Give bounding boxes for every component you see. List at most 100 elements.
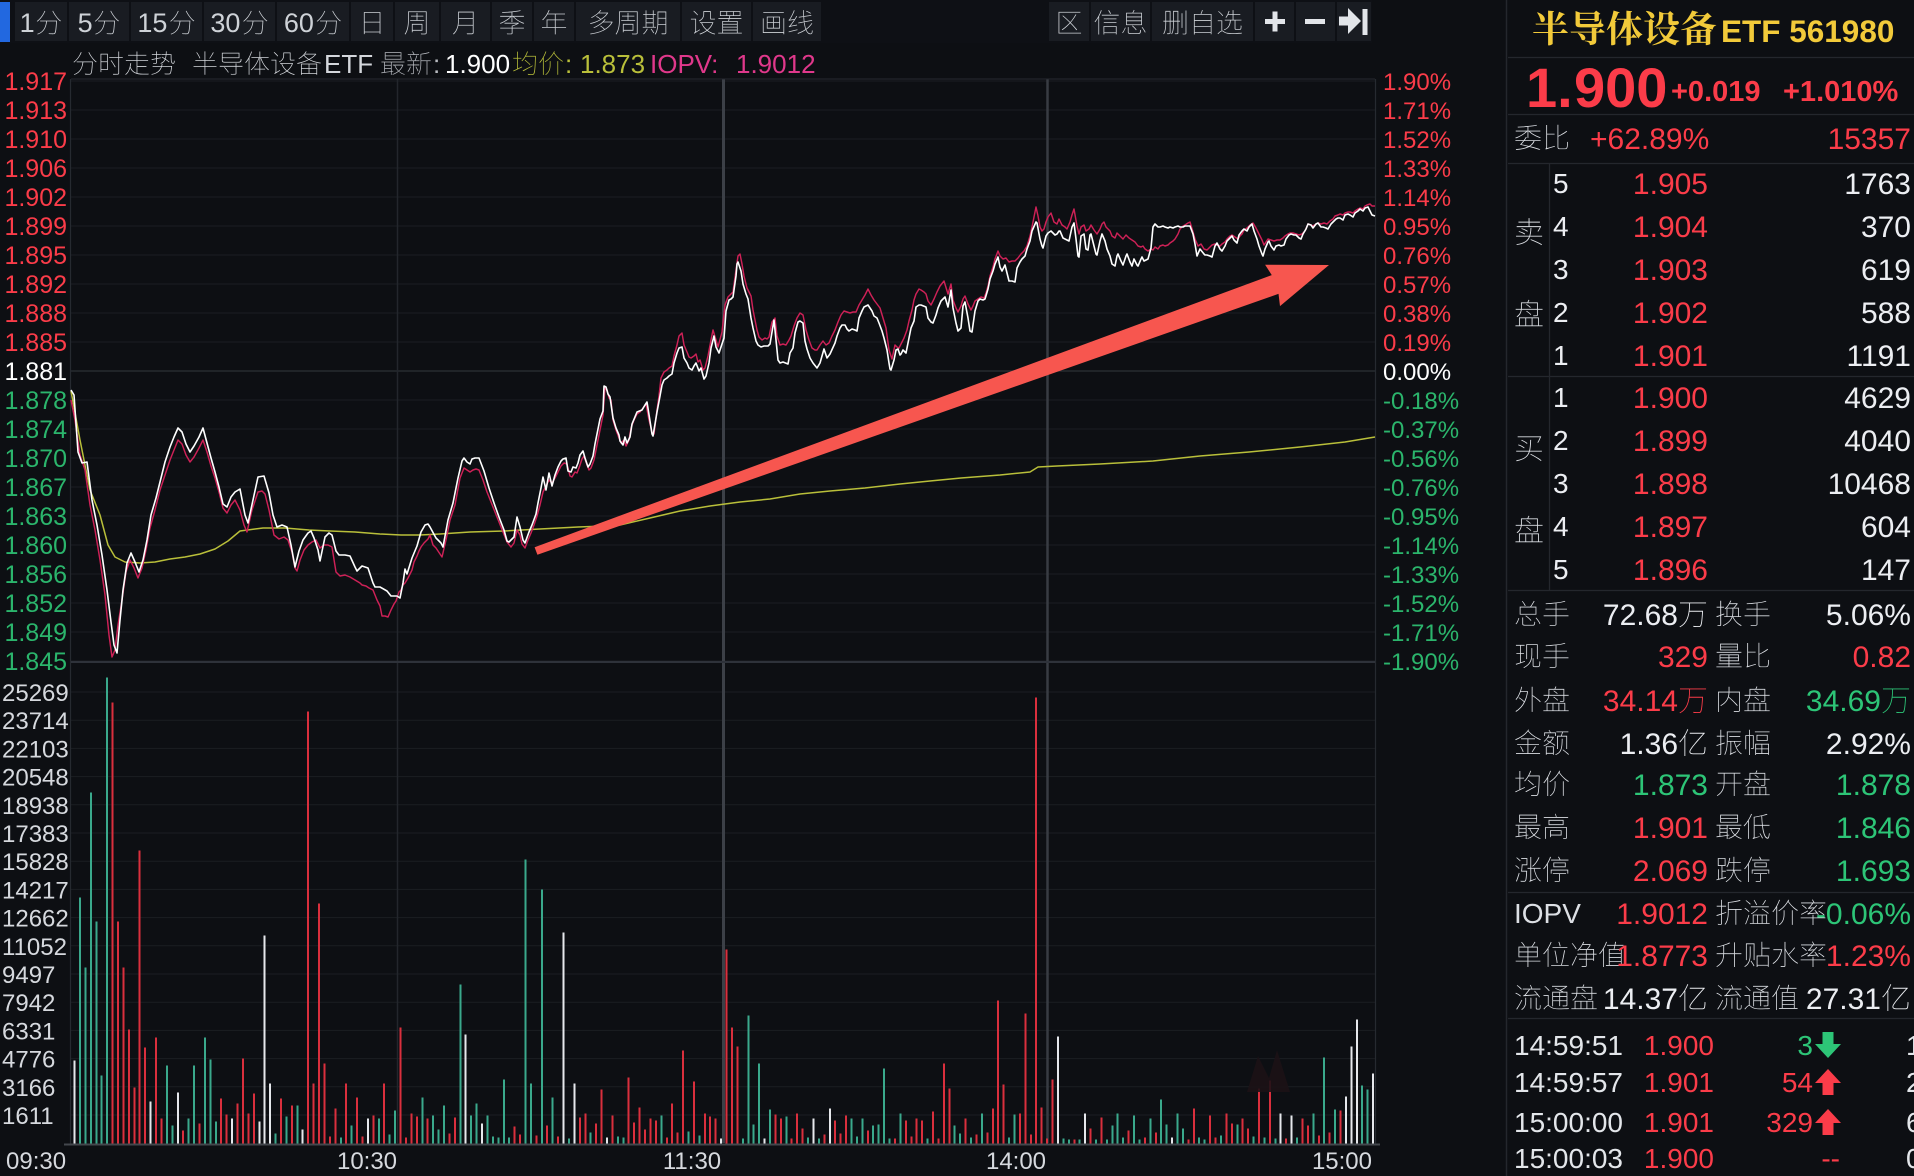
svg-text:1.849: 1.849 bbox=[4, 619, 67, 647]
svg-text:15:00:00: 15:00:00 bbox=[1514, 1107, 1623, 1138]
svg-text:22103: 22103 bbox=[2, 736, 69, 763]
svg-text:329: 329 bbox=[1766, 1107, 1813, 1138]
svg-text:14:59:51: 14:59:51 bbox=[1514, 1030, 1623, 1061]
svg-text:7942: 7942 bbox=[2, 990, 55, 1017]
svg-text:1.846: 1.846 bbox=[1836, 812, 1911, 845]
svg-text:-0.76%: -0.76% bbox=[1383, 475, 1459, 502]
svg-text:1.885: 1.885 bbox=[4, 329, 67, 357]
svg-text:-1.33%: -1.33% bbox=[1383, 562, 1459, 589]
svg-text:1.913: 1.913 bbox=[4, 97, 67, 125]
svg-text::: : bbox=[565, 49, 572, 79]
svg-text:15: 15 bbox=[137, 8, 167, 38]
svg-text:1.901: 1.901 bbox=[1644, 1067, 1714, 1098]
svg-text:-0.95%: -0.95% bbox=[1383, 504, 1459, 531]
svg-text:1.693: 1.693 bbox=[1836, 855, 1911, 888]
svg-text:1: 1 bbox=[1553, 382, 1569, 413]
svg-text:1.897: 1.897 bbox=[1633, 511, 1708, 544]
svg-text:1.901: 1.901 bbox=[1633, 812, 1708, 845]
svg-text::: : bbox=[433, 49, 440, 79]
svg-text:1.878: 1.878 bbox=[4, 387, 67, 415]
svg-text:14217: 14217 bbox=[2, 877, 69, 904]
svg-text:1.878: 1.878 bbox=[1836, 769, 1911, 802]
svg-text:1.906: 1.906 bbox=[4, 155, 67, 183]
svg-text:1.71%: 1.71% bbox=[1383, 98, 1451, 125]
svg-text:1.901: 1.901 bbox=[1633, 340, 1708, 373]
svg-text:3166: 3166 bbox=[2, 1075, 55, 1102]
svg-text:0.82: 0.82 bbox=[1853, 641, 1911, 674]
svg-text:ETF: ETF bbox=[324, 49, 373, 79]
svg-text:1: 1 bbox=[1553, 340, 1569, 371]
svg-text:-0.06%: -0.06% bbox=[1816, 898, 1911, 931]
svg-text:2: 2 bbox=[1553, 425, 1569, 456]
svg-text:1.898: 1.898 bbox=[1633, 468, 1708, 501]
svg-text:1.9012: 1.9012 bbox=[1616, 898, 1708, 931]
svg-text:25269: 25269 bbox=[2, 680, 69, 707]
svg-text:0.38%: 0.38% bbox=[1383, 301, 1451, 328]
svg-text:--: -- bbox=[1821, 1143, 1840, 1174]
svg-text:1.52%: 1.52% bbox=[1383, 127, 1451, 154]
svg-text:2.069: 2.069 bbox=[1633, 855, 1708, 888]
svg-text:-1.14%: -1.14% bbox=[1383, 533, 1459, 560]
svg-text:1.881: 1.881 bbox=[4, 358, 67, 386]
svg-text:11052: 11052 bbox=[2, 934, 67, 961]
svg-text:0.95%: 0.95% bbox=[1383, 214, 1451, 241]
svg-text:12662: 12662 bbox=[2, 906, 69, 933]
svg-text:0.76%: 0.76% bbox=[1383, 243, 1451, 270]
svg-text:5: 5 bbox=[1553, 554, 1569, 585]
svg-text:1: 1 bbox=[1906, 1030, 1914, 1061]
svg-text:588: 588 bbox=[1861, 297, 1911, 330]
svg-text:329: 329 bbox=[1658, 641, 1708, 674]
svg-text:1.870: 1.870 bbox=[4, 445, 67, 473]
svg-text:1.910: 1.910 bbox=[4, 126, 67, 154]
svg-text:20548: 20548 bbox=[2, 765, 69, 792]
svg-text:54: 54 bbox=[1782, 1067, 1813, 1098]
svg-text:-0.56%: -0.56% bbox=[1383, 446, 1459, 473]
svg-text:1.856: 1.856 bbox=[4, 561, 67, 589]
svg-text:1.867: 1.867 bbox=[4, 474, 67, 502]
svg-text:900: 900 bbox=[1574, 56, 1667, 119]
svg-text:15828: 15828 bbox=[2, 849, 69, 876]
svg-text:1.900: 1.900 bbox=[445, 49, 510, 79]
svg-text:1: 1 bbox=[20, 8, 35, 38]
svg-text:4: 4 bbox=[1553, 211, 1569, 242]
svg-text:5: 5 bbox=[78, 8, 93, 38]
svg-text:1.8773: 1.8773 bbox=[1616, 940, 1708, 973]
svg-text:+62.89%: +62.89% bbox=[1590, 123, 1709, 156]
svg-text:1.900: 1.900 bbox=[1633, 382, 1708, 415]
svg-text:5: 5 bbox=[1553, 168, 1569, 199]
svg-text:60: 60 bbox=[284, 8, 314, 38]
svg-text:1191: 1191 bbox=[1846, 340, 1911, 373]
svg-text:4629: 4629 bbox=[1844, 382, 1911, 415]
svg-text:1.845: 1.845 bbox=[4, 648, 67, 676]
svg-text:1.899: 1.899 bbox=[1633, 425, 1708, 458]
svg-text:1.888: 1.888 bbox=[4, 300, 67, 328]
svg-text:3: 3 bbox=[1553, 468, 1569, 499]
svg-text:0.57%: 0.57% bbox=[1383, 272, 1451, 299]
svg-text:15:00:03: 15:00:03 bbox=[1514, 1143, 1623, 1174]
svg-text:30: 30 bbox=[210, 8, 240, 38]
svg-text:1.90%: 1.90% bbox=[1383, 69, 1451, 96]
svg-text:1.14%: 1.14% bbox=[1383, 185, 1451, 212]
svg-text:72.68: 72.68 bbox=[1603, 599, 1678, 632]
svg-text:1.902: 1.902 bbox=[4, 184, 67, 212]
svg-text:1.917: 1.917 bbox=[4, 68, 67, 96]
svg-text:1.9012: 1.9012 bbox=[736, 49, 816, 79]
svg-text:4040: 4040 bbox=[1844, 425, 1911, 458]
svg-text:15:00: 15:00 bbox=[1312, 1148, 1372, 1175]
svg-text:6331: 6331 bbox=[2, 1018, 55, 1045]
svg-text:370: 370 bbox=[1861, 211, 1911, 244]
svg-text:3: 3 bbox=[1797, 1030, 1813, 1061]
svg-text:0: 0 bbox=[1906, 1143, 1914, 1174]
svg-text:09:30: 09:30 bbox=[6, 1148, 66, 1175]
svg-text:1.900: 1.900 bbox=[1644, 1143, 1714, 1174]
svg-text:1.: 1. bbox=[1526, 56, 1573, 119]
svg-text:-0.37%: -0.37% bbox=[1383, 417, 1459, 444]
svg-text:9497: 9497 bbox=[2, 962, 55, 989]
svg-text:1.905: 1.905 bbox=[1633, 168, 1708, 201]
svg-text:4: 4 bbox=[1553, 511, 1569, 542]
svg-text:1.901: 1.901 bbox=[1644, 1107, 1714, 1138]
svg-text:0.00%: 0.00% bbox=[1383, 359, 1451, 386]
svg-text:1.33%: 1.33% bbox=[1383, 156, 1451, 183]
svg-text:-1.52%: -1.52% bbox=[1383, 591, 1459, 618]
svg-text:1.903: 1.903 bbox=[1633, 254, 1708, 287]
